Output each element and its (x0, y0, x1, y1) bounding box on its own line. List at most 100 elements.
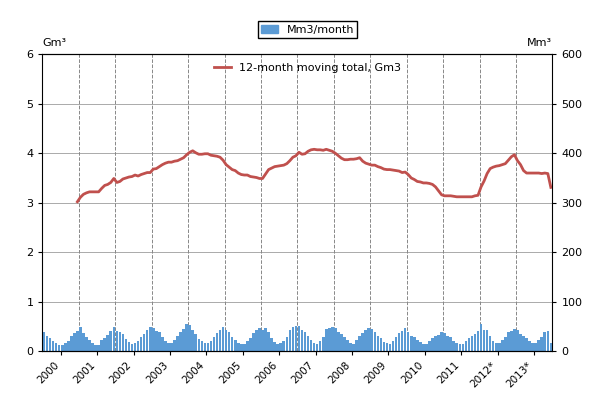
Bar (267, 332, 270, 351)
Bar (373, 332, 376, 351)
Bar (222, 327, 225, 351)
Bar (76, 331, 79, 351)
Bar (46, 336, 49, 351)
Bar (358, 336, 361, 351)
Bar (91, 343, 94, 351)
Bar (176, 336, 179, 351)
Bar (94, 345, 97, 351)
Bar (131, 344, 134, 351)
Bar (379, 338, 382, 351)
Bar (352, 344, 355, 351)
Bar (407, 332, 410, 351)
Bar (146, 330, 149, 351)
Bar (109, 331, 112, 351)
Bar (97, 345, 100, 351)
Bar (419, 342, 422, 351)
Bar (170, 343, 173, 351)
Bar (346, 340, 349, 351)
Bar (219, 330, 222, 351)
Bar (158, 332, 161, 351)
Bar (112, 327, 115, 351)
Bar (67, 341, 70, 351)
Bar (437, 335, 440, 351)
Bar (237, 343, 240, 351)
Bar (300, 330, 304, 351)
Bar (467, 338, 470, 351)
Bar (507, 332, 510, 351)
Bar (124, 339, 127, 351)
Bar (288, 330, 291, 351)
Bar (55, 343, 58, 351)
Bar (191, 330, 194, 351)
Bar (492, 341, 495, 351)
Bar (470, 336, 473, 351)
Bar (455, 343, 458, 351)
Bar (143, 334, 146, 351)
Bar (185, 324, 188, 351)
Bar (449, 337, 452, 351)
Bar (440, 332, 443, 351)
Bar (549, 343, 552, 351)
Bar (355, 340, 358, 351)
Bar (42, 332, 46, 351)
Bar (322, 337, 325, 351)
Bar (64, 343, 67, 351)
Bar (480, 324, 483, 351)
Bar (121, 334, 124, 351)
Bar (61, 345, 64, 351)
Bar (149, 327, 152, 351)
Bar (534, 343, 537, 351)
Bar (82, 333, 85, 351)
Bar (167, 343, 170, 351)
Bar (228, 332, 231, 351)
Bar (416, 340, 419, 351)
Bar (361, 333, 364, 351)
Bar (200, 341, 203, 351)
Bar (310, 340, 313, 351)
Bar (519, 334, 522, 351)
Bar (85, 337, 88, 351)
Bar (388, 344, 392, 351)
Bar (498, 343, 501, 351)
Bar (276, 344, 279, 351)
Bar (528, 341, 531, 351)
Bar (428, 341, 431, 351)
Bar (398, 333, 401, 351)
Bar (294, 326, 297, 351)
Bar (525, 338, 528, 351)
Bar (325, 329, 328, 351)
Bar (489, 336, 492, 351)
Bar (446, 336, 449, 351)
Bar (531, 343, 534, 351)
Bar (49, 338, 52, 351)
Bar (367, 329, 370, 351)
Bar (197, 339, 200, 351)
Bar (328, 328, 331, 351)
Bar (252, 333, 255, 351)
Bar (504, 337, 507, 351)
Bar (161, 337, 164, 351)
Bar (179, 332, 182, 351)
Bar (70, 336, 73, 351)
Bar (118, 332, 121, 351)
Bar (316, 344, 319, 351)
Legend: 12-month moving total, Gm3: 12-month moving total, Gm3 (211, 60, 405, 76)
Bar (209, 341, 212, 351)
Bar (349, 343, 352, 351)
Bar (364, 330, 367, 351)
Bar (127, 342, 131, 351)
Bar (297, 326, 300, 351)
Bar (313, 343, 316, 351)
Bar (212, 337, 215, 351)
Bar (79, 327, 82, 351)
Bar (285, 337, 288, 351)
Bar (501, 340, 504, 351)
Bar (307, 336, 310, 351)
Bar (106, 335, 109, 351)
Bar (543, 332, 546, 351)
Bar (483, 330, 486, 351)
Bar (510, 331, 513, 351)
Bar (464, 341, 467, 351)
Bar (243, 344, 246, 351)
Bar (370, 329, 373, 351)
